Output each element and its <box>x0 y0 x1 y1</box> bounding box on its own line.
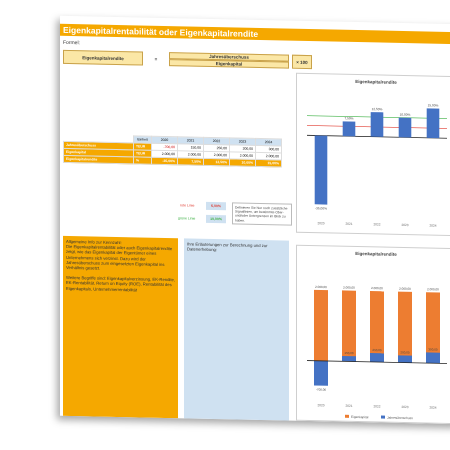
formula-lhs: Eigenkapitalrendite <box>63 49 143 66</box>
x-tick-label: 2022 <box>373 404 380 408</box>
bar <box>398 291 412 363</box>
formula-label: Formel: <box>63 39 80 47</box>
bar <box>314 135 328 205</box>
notes-prompt: Ihre Erläuterungen zur Berechnung und zu… <box>187 241 268 253</box>
bar <box>370 291 384 363</box>
table-cell: 15,00% <box>255 159 282 167</box>
data-label: -35,00% <box>315 206 327 210</box>
x-tick-label: 2024 <box>429 224 436 228</box>
table-cell: 7,50% <box>177 157 204 166</box>
red-line-label: rote Linie <box>180 203 195 208</box>
bar <box>314 360 328 386</box>
data-table: Einheit 2020 2021 2022 2023 2024 Jahresü… <box>63 134 282 168</box>
info-box-notes[interactable]: Ihre Erläuterungen zur Berechnung und zu… <box>184 238 289 421</box>
legend-label: Jahresüberschuss <box>387 416 413 421</box>
sheet-title: Eigenkapitalrentabilität oder Eigenkapit… <box>60 23 450 45</box>
data-label: 12,50% <box>372 107 383 111</box>
x-tick-label: 2022 <box>373 222 380 226</box>
data-label: -700,00 <box>316 388 327 392</box>
bar <box>370 353 384 363</box>
x-tick-label: 2020 <box>317 403 324 407</box>
bar <box>426 292 440 364</box>
x-tick-label: 2020 <box>317 221 324 225</box>
green-line-label: grüne Linie <box>178 216 196 221</box>
chart-svg: -35,00% 2020 7,50% 2021 12,50% 2022 10,00% 2023… <box>307 103 447 228</box>
legend-label: Eigenkapital <box>351 415 369 419</box>
row-unit: % <box>133 156 152 165</box>
data-label: 250,00 <box>372 348 382 352</box>
zero-axis-line <box>307 360 447 364</box>
bar <box>398 117 412 138</box>
bar <box>398 355 412 363</box>
chart-roe: Eigenkapitalrendite -35,00% 2020 7,50% 2021… <box>296 72 450 237</box>
info-text: Die Eigenkapitalrentabilität oder auch E… <box>66 244 173 271</box>
x-tick-label: 2021 <box>345 404 352 408</box>
bar <box>370 112 384 137</box>
formula-eq: = <box>146 51 166 67</box>
spreadsheet-sheet: Eigenkapitalrentabilität oder Eigenkapit… <box>60 15 450 425</box>
formula-factor: × 100 <box>292 54 312 70</box>
data-label: 2.000,00 <box>399 287 411 291</box>
data-label: 2.000,00 <box>427 287 439 291</box>
data-label: 7,50% <box>344 116 353 120</box>
x-tick-label: 2024 <box>429 406 436 410</box>
green-line-value[interactable]: 10,00% <box>206 214 226 224</box>
bar <box>342 355 356 362</box>
data-label: 150,00 <box>344 351 354 355</box>
x-tick-label: 2023 <box>401 405 408 409</box>
data-label: 15,00% <box>428 103 439 107</box>
legend-swatch <box>381 415 385 419</box>
bar <box>342 121 356 137</box>
data-label: 200,00 <box>400 350 410 354</box>
table-cell: 12,50% <box>203 158 230 166</box>
red-line-value[interactable]: 5,00% <box>206 201 226 211</box>
data-label: 2.000,00 <box>343 285 355 289</box>
x-tick-label: 2023 <box>401 223 408 227</box>
data-label: 10,00% <box>400 113 411 117</box>
bar <box>342 290 356 362</box>
data-label: 300,00 <box>428 347 438 351</box>
row-label: Eigenkapitalrendite <box>63 155 134 164</box>
chart-components: Eigenkapitalrendite 2.000,00 -700,00 2020 2… <box>296 244 450 425</box>
limits-hint: Definieren Sie hier noch zusätzliche Sig… <box>232 202 292 226</box>
info-box-general: Allgemeine Info zur Kennzahl: Die Eigenk… <box>63 235 178 419</box>
bar <box>426 352 440 364</box>
bar <box>314 289 328 361</box>
formula-denominator: Eigenkapital <box>169 59 289 69</box>
table-cell: -35,00% <box>151 157 178 165</box>
chart-svg: 2.000,00 -700,00 2020 2.000,00 150,00 2021 2.0… <box>307 285 447 421</box>
x-tick-label: 2021 <box>345 222 352 226</box>
table-cell: 10,00% <box>229 158 256 167</box>
data-label: 2.000,00 <box>315 285 327 289</box>
bar <box>426 108 440 139</box>
data-label: 2.000,00 <box>371 286 383 290</box>
info-text-terms: Weitere Begriffe sind: Eigenkapitalverzi… <box>66 275 176 293</box>
legend-swatch <box>345 414 349 418</box>
